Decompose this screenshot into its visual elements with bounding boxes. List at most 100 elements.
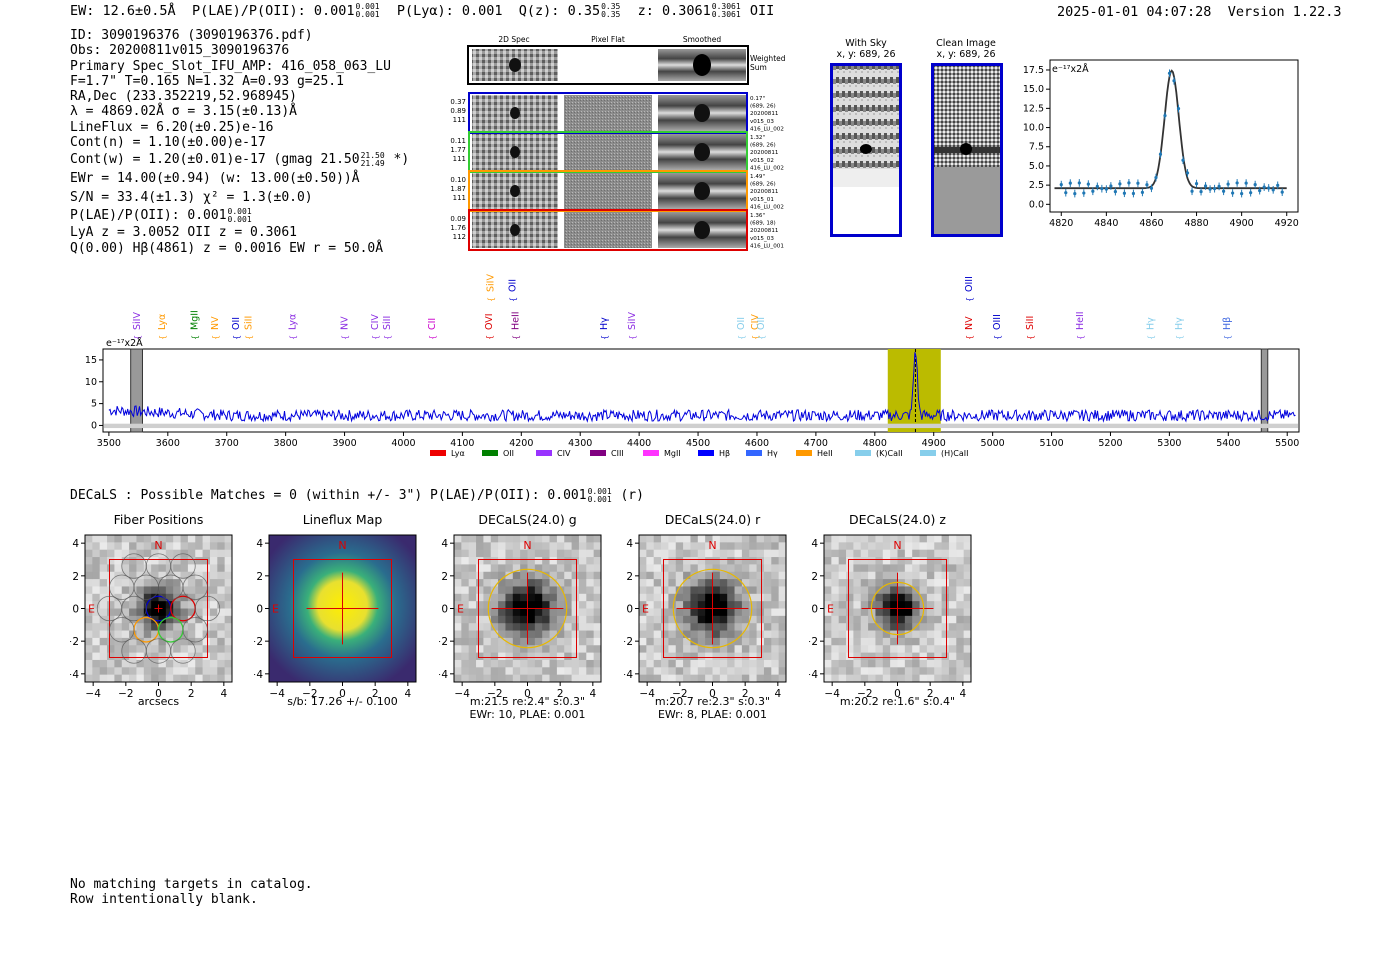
decals-pixel — [549, 630, 558, 639]
decals-pixel — [890, 615, 898, 624]
decals-pixel — [697, 579, 706, 587]
decals-pixel — [934, 601, 942, 609]
decals-pixel — [697, 659, 706, 668]
decals-pixel — [520, 564, 528, 573]
decals-pixel — [498, 615, 506, 624]
emission-line-label: CII{ — [427, 318, 438, 340]
decals-pixel — [890, 549, 898, 558]
decals-pixel — [860, 615, 869, 624]
decals-pixel — [719, 652, 728, 661]
decals-pixel — [505, 667, 514, 676]
decals-pixel — [593, 623, 602, 631]
decals-pixel — [661, 667, 669, 676]
decals-pixel — [875, 645, 884, 653]
decals-pixel — [897, 637, 906, 646]
decals-pixel — [92, 586, 101, 595]
decals-pixel — [778, 586, 787, 595]
spectrum-xtick-label: 4900 — [922, 438, 946, 449]
decals-pixel — [846, 659, 854, 668]
decals-pixel — [824, 579, 832, 587]
decals-pixel — [875, 652, 884, 661]
legend-swatch — [855, 450, 871, 456]
decals-pixel — [853, 586, 862, 595]
spectrum-xtick-label: 5300 — [1157, 438, 1181, 449]
header-qz-up: 0.35 — [601, 2, 621, 11]
decals-pixel — [734, 571, 743, 580]
emission-line-brace: { — [737, 335, 746, 340]
decals-pixel — [941, 608, 950, 617]
decals-pixel — [468, 601, 477, 609]
decals-pixel — [92, 542, 101, 551]
decals-pixel — [912, 557, 920, 565]
clean-frame — [931, 63, 1003, 237]
decals-pixel — [661, 593, 669, 602]
decals-pixel — [217, 615, 226, 624]
decals-pixel — [727, 557, 735, 565]
spectrum-data — [104, 352, 1298, 429]
decals-pixel — [187, 564, 196, 573]
decals-pixel — [180, 593, 189, 602]
decals-pixel — [542, 645, 550, 653]
decals-pixel — [934, 571, 942, 580]
zoom-data-point — [1068, 181, 1072, 185]
decals-pixel — [741, 674, 750, 683]
decals-pixel — [719, 674, 728, 683]
decals-pixel — [549, 674, 558, 683]
decals-pixel — [593, 645, 602, 653]
header-plya: P(Lyα): 0.001 — [396, 3, 503, 19]
decals-pixel — [882, 593, 891, 602]
decals-pixel — [868, 586, 876, 595]
decals-pixel — [749, 549, 757, 558]
decals-xtick-label: 2 — [927, 688, 934, 700]
decals-pixel — [114, 608, 123, 617]
decals-pixel — [941, 593, 950, 602]
decals-pixel — [158, 608, 167, 617]
decals-pixel — [92, 623, 101, 631]
decals-pixel — [934, 557, 942, 565]
zoom-data-point — [1073, 191, 1077, 196]
decals-pixel — [963, 586, 972, 595]
decals-caption: s/b: 17.26 +/- 0.100 — [287, 695, 398, 708]
decals-pixel — [875, 542, 884, 551]
header-plae: P(LAE)/P(OII): 0.001 — [191, 3, 355, 19]
decals-pixel — [534, 630, 543, 639]
decals-pixel — [542, 564, 550, 573]
decals-pixel — [646, 659, 655, 668]
emission-line-name: Hγ — [1174, 317, 1185, 330]
decals-xtick-label: −2 — [857, 688, 872, 700]
spectrum-xtick-label: 4600 — [745, 438, 769, 449]
header-bar: EW: 12.6±0.5Å P(LAE)/P(OII): 0.001 0.001 0… — [70, 3, 774, 19]
cutout-pixel-flat — [564, 173, 652, 209]
decals-ytick-label: 2 — [441, 571, 448, 583]
decals-pixel — [136, 645, 145, 653]
decals-pixel — [853, 593, 862, 602]
decals-pixel — [564, 571, 572, 580]
decals-pixel — [187, 645, 196, 653]
emission-line-brace: { — [371, 335, 380, 340]
decals-pixel — [107, 557, 115, 565]
decals-pixel — [831, 579, 840, 587]
decals-pixel — [512, 593, 521, 602]
decals-pixel — [217, 549, 226, 558]
cutout-left-value: 1.76 — [450, 224, 466, 232]
decals-pixel — [756, 652, 765, 661]
decals-pixel — [934, 615, 942, 624]
decals-pixel — [956, 667, 965, 676]
cutout-left-value: 1.77 — [450, 146, 466, 154]
decals-pixel — [639, 557, 647, 565]
decals-pixel — [512, 659, 521, 668]
decals-pixel — [934, 549, 942, 558]
decals-pixel — [912, 542, 920, 551]
decals-pixel — [831, 674, 840, 683]
decals-pixel — [868, 652, 876, 661]
search-box — [478, 559, 577, 658]
decals-pixel — [912, 645, 920, 653]
decals-pixel — [771, 623, 780, 631]
decals-pixel — [882, 652, 891, 661]
decals-pixel — [653, 615, 662, 624]
decals-pixel — [158, 571, 167, 580]
decals-pixel — [646, 608, 655, 617]
emission-line-label: OVI{ — [484, 313, 495, 340]
decals-pixel — [868, 571, 876, 580]
decals-pixel — [771, 645, 780, 653]
